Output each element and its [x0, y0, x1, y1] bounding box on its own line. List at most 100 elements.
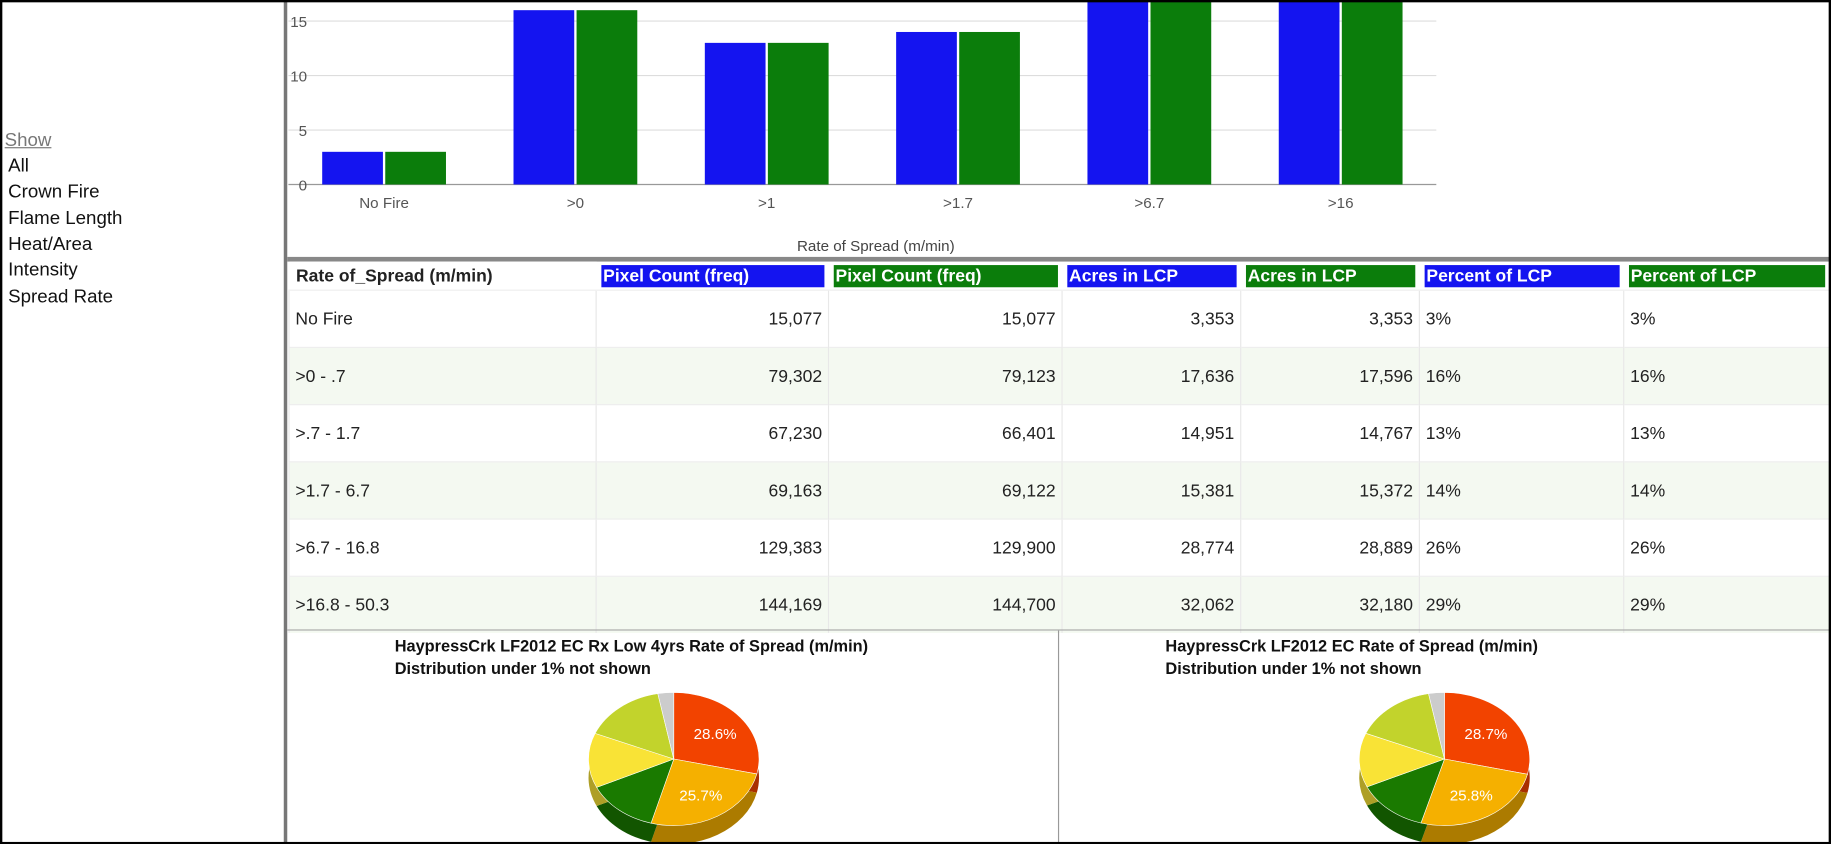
y-tick-label: 10: [290, 68, 307, 85]
table-cell: 129,900: [827, 518, 1063, 577]
pie-slice: [588, 733, 675, 788]
table-cell: >0 - .7: [288, 346, 597, 405]
table-row: >.7 - 1.7 67,230 66,401 14,951 14,767 13% 13%: [288, 404, 1830, 462]
menu-item[interactable]: Flame Length: [8, 208, 123, 229]
menu-item[interactable]: Intensity: [8, 260, 78, 281]
table-cell: 26%: [1418, 518, 1624, 577]
bar: [704, 42, 766, 185]
pie-title-text: HaypressCrk LF2012 EC Rate of Spread (m/…: [1165, 636, 1538, 656]
header-row: Rate of_Spread (m/min) Pixel Count (freq)…: [289, 261, 1830, 291]
header-text: Acres in LCP: [1245, 264, 1415, 287]
table-row: >1.7 - 6.7 69,163 69,122 15,381 15,372 14% 14%: [288, 461, 1830, 520]
pie-label: 28.6%: [694, 726, 737, 743]
bar: [1341, 0, 1403, 185]
header-cell: Percent of LCP: [1624, 262, 1830, 291]
header-cell: Acres in LCP: [1241, 262, 1420, 291]
table-cell: 66,401: [827, 404, 1063, 462]
table-cell: >.7 - 1.7: [288, 404, 597, 462]
header-text: Pixel Count (freq): [833, 264, 1058, 287]
menu-item[interactable]: Heat/Area: [8, 234, 93, 255]
table-cell: 67,230: [595, 404, 829, 462]
table-cell: No Fire: [288, 289, 597, 348]
pie-label: 25.7%: [679, 787, 722, 804]
pie-slice: [1428, 692, 1445, 760]
x-tick-label: No Fire: [359, 195, 409, 212]
header-text: Percent of LCP: [1424, 264, 1620, 287]
table-cell: 15,381: [1061, 461, 1241, 520]
header-cell: Rate of_Spread (m/min): [289, 261, 597, 291]
header-text: Pixel Count (freq): [600, 264, 824, 287]
menu-item[interactable]: Spread Rate: [8, 286, 114, 307]
table-cell: 17,636: [1061, 346, 1241, 405]
header-cell: Percent of LCP: [1419, 262, 1623, 291]
bar: [959, 31, 1020, 185]
pie-slice: [1444, 692, 1530, 775]
table-cell: 13%: [1418, 404, 1624, 462]
table-cell: 16%: [1623, 346, 1830, 405]
pie-slice: [596, 758, 675, 824]
table-cell: 3,353: [1061, 289, 1241, 348]
table-cell: 29%: [1623, 575, 1830, 633]
table-cell: 17,596: [1240, 346, 1420, 405]
table-cell: 32,180: [1240, 575, 1420, 633]
table-cell: 29%: [1418, 575, 1624, 633]
menu-item[interactable]: Crown Fire: [8, 182, 100, 203]
separator: [1057, 630, 1060, 844]
table-cell: >16.8 - 50.3: [288, 575, 597, 633]
table-row: >16.8 - 50.3 144,169 144,700 32,062 32,180 29…: [288, 575, 1830, 633]
bar: [1150, 0, 1212, 185]
bar: [1087, 0, 1149, 185]
bar: [385, 151, 446, 185]
pie-slice: [673, 692, 760, 775]
pie-slice: [1366, 758, 1445, 824]
pie-title: HaypressCrk LF2012 EC Rx Low 4yrs Rate o…: [395, 635, 868, 679]
pie-slice: [657, 692, 675, 760]
table-cell: 13%: [1623, 404, 1830, 462]
table-cell: >1.7 - 6.7: [288, 461, 597, 520]
header-cell: Pixel Count (freq): [829, 262, 1063, 291]
table-cell: 79,302: [595, 346, 829, 405]
x-tick-label: >16: [1328, 195, 1354, 212]
pie-slice: [594, 693, 675, 760]
show-heading[interactable]: Show: [4, 130, 52, 151]
pie-subtitle: Distribution under 1% not shown: [394, 658, 651, 678]
table-cell: >6.7 - 16.8: [288, 518, 597, 577]
menu-item[interactable]: All: [8, 156, 29, 177]
x-tick-label: >1: [758, 195, 775, 212]
bar: [896, 31, 957, 185]
bar: [322, 151, 383, 185]
separator: [287, 629, 1831, 631]
pie-label: 25.8%: [1450, 787, 1493, 804]
x-tick-label: >1.7: [943, 195, 973, 212]
table-cell: 79,123: [827, 346, 1063, 405]
table-cell: 28,774: [1061, 518, 1241, 577]
data-table: Rate of_Spread (m/min) Pixel Count (freq)…: [288, 261, 1830, 633]
y-tick-label: 15: [290, 14, 307, 31]
bar: [576, 10, 638, 185]
table-cell: 14,951: [1061, 404, 1241, 462]
table-cell: 15,372: [1240, 461, 1420, 520]
table-cell: 15,077: [827, 289, 1063, 348]
pie-slice: [650, 758, 758, 826]
table-cell: 129,383: [595, 518, 829, 577]
table-cell: 144,169: [595, 575, 829, 633]
table-row: >6.7 - 16.8 129,383 129,900 28,774 28,889 26%…: [288, 518, 1830, 577]
table-row: No Fire 15,077 15,077 3,353 3,353 3% 3%: [288, 289, 1830, 348]
sidebar: Show All Crown Fire Flame Length Heat/Area I…: [0, 0, 288, 844]
pie-slice: [1358, 732, 1446, 788]
table-cell: 3%: [1623, 289, 1830, 348]
table-cell: 26%: [1623, 518, 1830, 577]
table-cell: 3%: [1418, 289, 1624, 348]
table-cell: 14%: [1623, 461, 1830, 520]
pie-title-text: HaypressCrk LF2012 EC Rx Low 4yrs Rate o…: [394, 636, 869, 656]
header-text: Rate of_Spread (m/min): [296, 265, 493, 286]
header-cell: Pixel Count (freq): [596, 262, 828, 291]
y-tick-label: 5: [299, 123, 307, 140]
pie-slice: [1365, 693, 1445, 760]
y-tick-label: 0: [299, 177, 307, 194]
pie-title: HaypressCrk LF2012 EC Rate of Spread (m/…: [1165, 635, 1538, 679]
x-tick-label: >0: [567, 195, 584, 212]
